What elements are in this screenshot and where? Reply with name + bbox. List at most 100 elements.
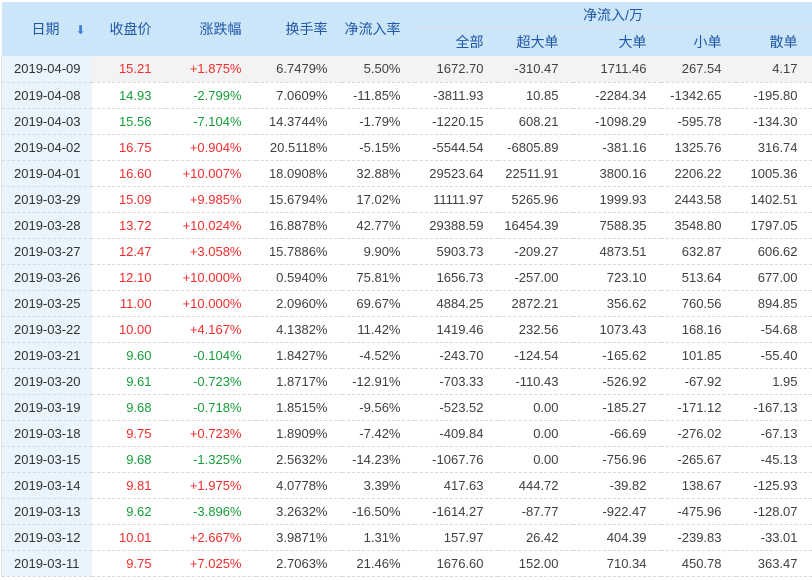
- close-cell: 16.75: [91, 134, 166, 161]
- date-header-label: 日期: [31, 21, 60, 37]
- all-cell: 1672.70: [414, 56, 498, 83]
- retail-cell: -125.93: [735, 472, 812, 499]
- turnover-cell: 1.8717%: [255, 368, 342, 395]
- small-cell: 760.56: [660, 290, 736, 317]
- small-cell: 267.54: [660, 56, 736, 83]
- small-cell: 450.78: [660, 550, 736, 577]
- all-cell: -523.52: [414, 394, 498, 421]
- table-row: 2019-03-21 9.60 -0.104% 1.8427% -4.52% -…: [1, 342, 812, 369]
- small-cell: -1342.65: [660, 82, 736, 109]
- retail-cell: -45.13: [735, 446, 812, 473]
- change-cell: +10.000%: [165, 264, 256, 291]
- inflow-rate-cell: 69.67%: [341, 290, 415, 317]
- change-cell: +0.723%: [165, 420, 256, 447]
- small-cell: 168.16: [660, 316, 736, 343]
- col-header-change: 涨跌幅: [165, 2, 256, 56]
- col-header-inflow-rate: 净流入率: [341, 2, 415, 56]
- large-cell: 4873.51: [572, 238, 661, 265]
- change-cell: +1.875%: [165, 56, 256, 83]
- col-header-close: 收盘价: [91, 2, 166, 56]
- small-cell: 2206.22: [660, 160, 736, 187]
- turnover-cell: 14.3744%: [255, 108, 342, 135]
- close-cell: 9.75: [91, 550, 166, 577]
- change-cell: +0.904%: [165, 134, 256, 161]
- large-cell: -381.16: [572, 134, 661, 161]
- date-cell: 2019-03-18: [1, 420, 92, 447]
- close-cell: 9.60: [91, 342, 166, 369]
- turnover-cell: 6.7479%: [255, 56, 342, 83]
- large-cell: 7588.35: [572, 212, 661, 239]
- inflow-rate-cell: 1.31%: [341, 524, 415, 551]
- table-row: 2019-03-14 9.81 +1.975% 4.0778% 3.39% 41…: [1, 472, 812, 499]
- retail-cell: 1797.05: [735, 212, 812, 239]
- inflow-rate-cell: -14.23%: [341, 446, 415, 473]
- inflow-rate-cell: 3.39%: [341, 472, 415, 499]
- retail-cell: 606.62: [735, 238, 812, 265]
- turnover-cell: 1.8427%: [255, 342, 342, 369]
- xlarge-cell: 0.00: [497, 394, 573, 421]
- table-row: 2019-04-03 15.56 -7.104% 14.3744% -1.79%…: [1, 108, 812, 135]
- all-cell: -1614.27: [414, 498, 498, 525]
- small-cell: -265.67: [660, 446, 736, 473]
- all-cell: 1419.46: [414, 316, 498, 343]
- change-cell: -2.799%: [165, 82, 256, 109]
- close-cell: 9.61: [91, 368, 166, 395]
- xlarge-cell: -124.54: [497, 342, 573, 369]
- inflow-rate-cell: 5.50%: [341, 56, 415, 83]
- all-cell: 4884.25: [414, 290, 498, 317]
- table-row: 2019-04-02 16.75 +0.904% 20.5118% -5.15%…: [1, 134, 812, 161]
- col-header-retail: 散单: [735, 28, 812, 56]
- change-cell: -0.104%: [165, 342, 256, 369]
- change-cell: +4.167%: [165, 316, 256, 343]
- inflow-rate-cell: 42.77%: [341, 212, 415, 239]
- close-cell: 10.00: [91, 316, 166, 343]
- large-cell: 1999.93: [572, 186, 661, 213]
- large-cell: -66.69: [572, 420, 661, 447]
- table-row: 2019-03-20 9.61 -0.723% 1.8717% -12.91% …: [1, 368, 812, 395]
- large-cell: 1073.43: [572, 316, 661, 343]
- table-row: 2019-03-22 10.00 +4.167% 4.1382% 11.42% …: [1, 316, 812, 343]
- turnover-cell: 2.0960%: [255, 290, 342, 317]
- close-cell: 9.68: [91, 446, 166, 473]
- col-header-date[interactable]: 日期 ⬇: [1, 2, 92, 56]
- xlarge-cell: 5265.96: [497, 186, 573, 213]
- turnover-cell: 2.7063%: [255, 550, 342, 577]
- col-header-all: 全部: [414, 28, 498, 56]
- small-cell: 101.85: [660, 342, 736, 369]
- xlarge-cell: -209.27: [497, 238, 573, 265]
- date-cell: 2019-03-25: [1, 290, 92, 317]
- close-cell: 9.81: [91, 472, 166, 499]
- retail-cell: 4.17: [735, 56, 812, 83]
- xlarge-cell: 0.00: [497, 420, 573, 447]
- table-row: 2019-03-25 11.00 +10.000% 2.0960% 69.67%…: [1, 290, 812, 317]
- turnover-cell: 16.8878%: [255, 212, 342, 239]
- date-cell: 2019-03-21: [1, 342, 92, 369]
- all-cell: 1656.73: [414, 264, 498, 291]
- retail-cell: 363.47: [735, 550, 812, 577]
- small-cell: 513.64: [660, 264, 736, 291]
- close-cell: 9.68: [91, 394, 166, 421]
- all-cell: 29523.64: [414, 160, 498, 187]
- table-row: 2019-03-28 13.72 +10.024% 16.8878% 42.77…: [1, 212, 812, 239]
- xlarge-cell: 232.56: [497, 316, 573, 343]
- all-cell: 29388.59: [414, 212, 498, 239]
- change-cell: +9.985%: [165, 186, 256, 213]
- change-cell: -0.723%: [165, 368, 256, 395]
- close-cell: 11.00: [91, 290, 166, 317]
- retail-cell: -128.07: [735, 498, 812, 525]
- inflow-rate-cell: 32.88%: [341, 160, 415, 187]
- turnover-cell: 20.5118%: [255, 134, 342, 161]
- all-cell: -409.84: [414, 420, 498, 447]
- turnover-cell: 1.8515%: [255, 394, 342, 421]
- sort-desc-icon[interactable]: ⬇: [75, 23, 86, 37]
- inflow-rate-cell: -7.42%: [341, 420, 415, 447]
- turnover-cell: 1.8909%: [255, 420, 342, 447]
- retail-cell: 1.95: [735, 368, 812, 395]
- date-cell: 2019-04-09: [1, 56, 92, 83]
- change-cell: -3.896%: [165, 498, 256, 525]
- xlarge-cell: 22511.91: [497, 160, 573, 187]
- small-cell: 3548.80: [660, 212, 736, 239]
- xlarge-cell: 26.42: [497, 524, 573, 551]
- retail-cell: 894.85: [735, 290, 812, 317]
